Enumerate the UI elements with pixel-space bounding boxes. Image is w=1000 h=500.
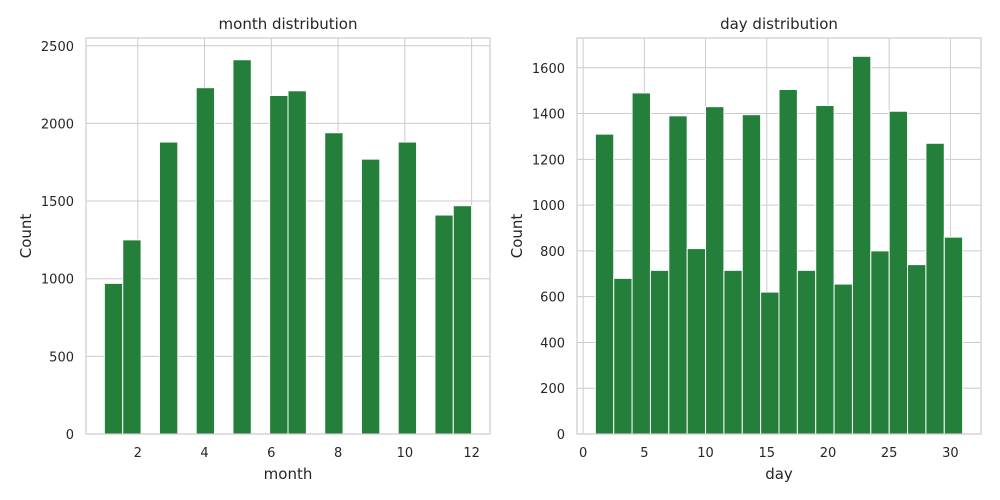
y-tick-label: 1000 [41,273,74,288]
y-tick-label: 2000 [41,117,74,132]
histogram-bar [649,269,670,435]
x-tick-label: 15 [758,446,775,461]
histogram-bar [613,277,633,435]
x-tick-label: 0 [579,446,587,461]
x-axis-label: day [765,465,793,483]
histogram-bar [760,291,780,435]
histogram-bar [741,114,762,435]
histogram-bar [195,87,216,435]
x-tick-label: 25 [881,446,898,461]
y-tick-label: 600 [540,291,565,306]
chart-title: month distribution [219,15,358,33]
histogram-bar [269,94,289,435]
y-tick-label: 1500 [41,195,74,210]
x-tick-label: 12 [463,446,480,461]
y-tick-label: 400 [540,336,565,351]
y-tick-label: 1400 [532,108,565,123]
histogram-bar [452,205,473,435]
y-tick-label: 1600 [532,62,565,77]
histogram-bar [943,236,964,435]
histogram-bar [434,214,454,435]
histogram-bar [723,269,743,435]
y-axis-label: Count [508,214,526,259]
x-tick-label: 6 [267,446,275,461]
histogram-bar [888,110,909,435]
histogram-bar [796,269,817,435]
histogram-bar [631,92,651,435]
x-tick-label: 5 [640,446,648,461]
y-tick-label: 800 [540,245,565,260]
chart-title: day distribution [720,15,838,33]
histogram-bar [925,142,945,435]
histogram-bar [103,282,124,435]
histogram-bar [397,141,418,435]
histogram-bar [778,89,798,435]
y-tick-label: 0 [557,428,565,443]
histogram-bar [158,141,179,435]
x-tick-label: 8 [334,446,342,461]
histogram-bar [815,105,835,435]
y-tick-label: 1200 [532,153,565,168]
x-axis-label: month [264,465,313,483]
histogram-bar [594,133,615,435]
histogram-bar [851,55,872,435]
x-tick-label: 4 [200,446,208,461]
histogram-bar [870,250,890,435]
histogram-bar [833,283,853,435]
histogram-bar [705,106,725,435]
y-tick-label: 2500 [41,40,74,55]
x-tick-label: 10 [397,446,414,461]
chart-panel-2: 0 5 10 15 20 25 30 0 200 400 600 800 1000 1200 1400 160… [508,15,982,483]
histogram-bar [907,264,927,435]
chart-panel-1: 2 4 6 8 10 12 0 500 1000 1500 2000 2500 month distri… [17,15,491,483]
x-tick-label: 20 [820,446,837,461]
y-tick-label: 500 [49,350,74,365]
y-tick-label: 0 [66,428,74,443]
histogram-bar [287,90,307,435]
plot-frame [576,37,982,435]
x-tick-label: 30 [942,446,959,461]
plot-frame [85,37,491,435]
histogram-bar [686,248,707,435]
y-tick-label: 1000 [532,199,565,214]
x-tick-label: 2 [134,446,142,461]
histogram-bar [360,158,381,435]
histogram-bar [668,115,688,435]
histogram-bar [122,239,142,435]
x-tick-label: 10 [697,446,714,461]
histogram-bar [324,132,344,435]
y-axis-label: Count [17,214,35,259]
y-tick-label: 200 [540,382,565,397]
histogram-bar [232,59,252,435]
